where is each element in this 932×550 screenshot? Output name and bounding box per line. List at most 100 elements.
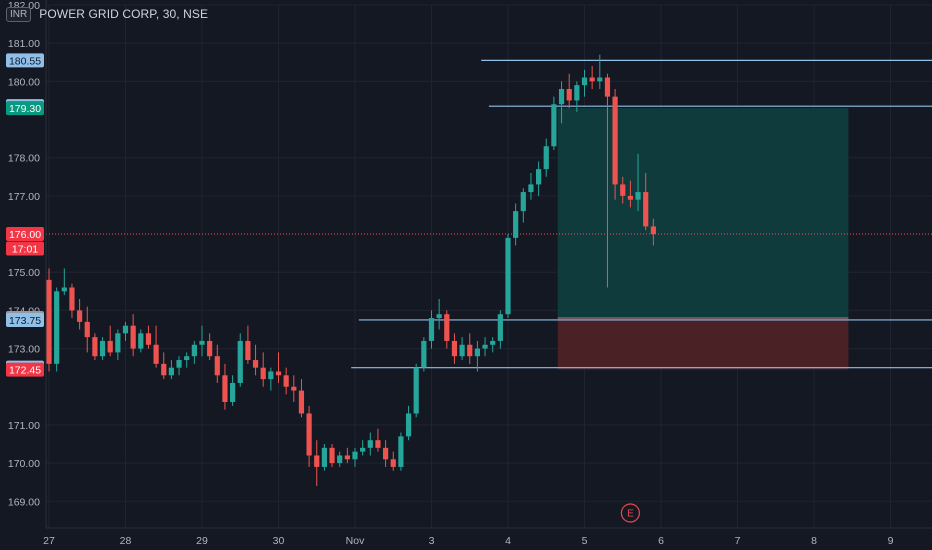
candle-body — [69, 287, 75, 311]
candle-body — [566, 88, 572, 101]
price-label-badge — [6, 312, 44, 327]
candle-body — [360, 447, 366, 452]
candle-body — [176, 360, 182, 368]
candle-body — [650, 226, 656, 235]
candle-body — [283, 375, 289, 387]
candle-body — [84, 321, 90, 338]
y-tick-label: 175.00 — [8, 267, 40, 279]
candle-body — [130, 325, 136, 349]
x-tick-label: 6 — [658, 535, 664, 547]
price-label-badge — [6, 101, 44, 116]
price-label-text: 172.45 — [9, 365, 41, 377]
y-tick-label: 170.00 — [8, 458, 40, 470]
candle-body — [574, 85, 580, 101]
candle-body — [230, 382, 236, 403]
candle-body — [597, 77, 603, 82]
loss-zone — [557, 318, 849, 370]
x-tick-label: 30 — [273, 535, 285, 547]
candle-body — [92, 337, 98, 357]
candle-body — [222, 375, 228, 403]
candle-body — [375, 440, 381, 448]
candle-body — [612, 96, 618, 185]
candle-body — [643, 192, 649, 227]
candle-body — [367, 440, 373, 448]
y-tick-label: 178.00 — [8, 153, 40, 165]
candle-body — [153, 344, 159, 364]
price-label-badge — [6, 227, 44, 242]
currency-badge[interactable]: INR — [6, 6, 32, 22]
candle-body — [589, 77, 595, 82]
candle-body — [237, 340, 243, 383]
candle-body — [260, 367, 266, 380]
candle-body — [543, 146, 549, 170]
candle-body — [77, 310, 83, 322]
candle-body — [161, 363, 167, 376]
candle-body — [306, 413, 312, 456]
candle-body — [184, 356, 190, 361]
candle-body — [513, 211, 519, 238]
candle-body — [275, 371, 282, 376]
candle-body — [61, 287, 67, 292]
candle-body — [268, 371, 274, 380]
candle-body — [145, 333, 152, 345]
y-tick-label: 169.00 — [8, 496, 40, 508]
candle-body — [291, 386, 297, 391]
earnings-marker-label: E — [627, 509, 634, 520]
x-tick-label: 29 — [196, 535, 208, 547]
candle-body — [168, 367, 174, 376]
candle-body — [245, 340, 251, 361]
price-label-text: 173.75 — [9, 315, 41, 327]
candle-body — [54, 291, 60, 364]
price-label-text: 176.00 — [9, 229, 41, 241]
candle-body — [428, 318, 435, 341]
profit-zone — [557, 108, 849, 319]
x-tick-label: 9 — [888, 535, 894, 547]
candle-body — [451, 340, 458, 357]
symbol-title[interactable]: POWER GRID CORP, 30, NSE — [39, 7, 209, 21]
chart-header: INR POWER GRID CORP, 30, NSE — [6, 3, 208, 25]
candle-body — [321, 447, 327, 467]
price-label-text: 17:01 — [12, 244, 38, 256]
candle-body — [459, 344, 465, 357]
candle-body — [252, 360, 259, 368]
candle-body — [199, 340, 205, 345]
x-tick-label: Nov — [346, 535, 365, 547]
candle-body — [551, 104, 557, 147]
candle-body — [635, 192, 641, 200]
candle-body — [383, 447, 389, 460]
candle-body — [314, 455, 320, 467]
candle-body — [581, 77, 588, 86]
candle-body — [390, 459, 396, 467]
candle-body — [536, 169, 542, 185]
candle-body — [490, 340, 496, 345]
price-axis — [0, 0, 46, 550]
candle-body — [467, 344, 473, 357]
x-tick-label: 3 — [429, 535, 435, 547]
candle-body — [344, 455, 350, 460]
price-label-badge — [6, 53, 44, 68]
candle-body — [444, 314, 450, 341]
x-tick-label: 4 — [505, 535, 511, 547]
candle-body — [558, 88, 565, 105]
x-tick-label: 28 — [120, 535, 132, 547]
x-tick-label: 7 — [735, 535, 741, 547]
price-label-text: 180.55 — [9, 55, 41, 67]
candle-body — [337, 455, 343, 464]
candle-body — [138, 333, 144, 349]
candle-body — [497, 314, 503, 341]
y-tick-label: 171.00 — [8, 420, 40, 432]
candle-body — [520, 192, 526, 212]
earnings-marker-icon — [620, 503, 641, 523]
candle-body — [352, 451, 358, 460]
candle-body — [99, 340, 106, 357]
y-tick-label: 177.00 — [8, 191, 40, 203]
y-tick-label: 180.00 — [8, 76, 40, 88]
y-tick-label: 181.00 — [8, 38, 40, 50]
x-tick-label: 5 — [582, 535, 588, 547]
candle-body — [627, 195, 633, 200]
x-tick-label: 27 — [43, 535, 55, 547]
candle-body — [191, 344, 197, 357]
candle-body — [528, 184, 534, 193]
